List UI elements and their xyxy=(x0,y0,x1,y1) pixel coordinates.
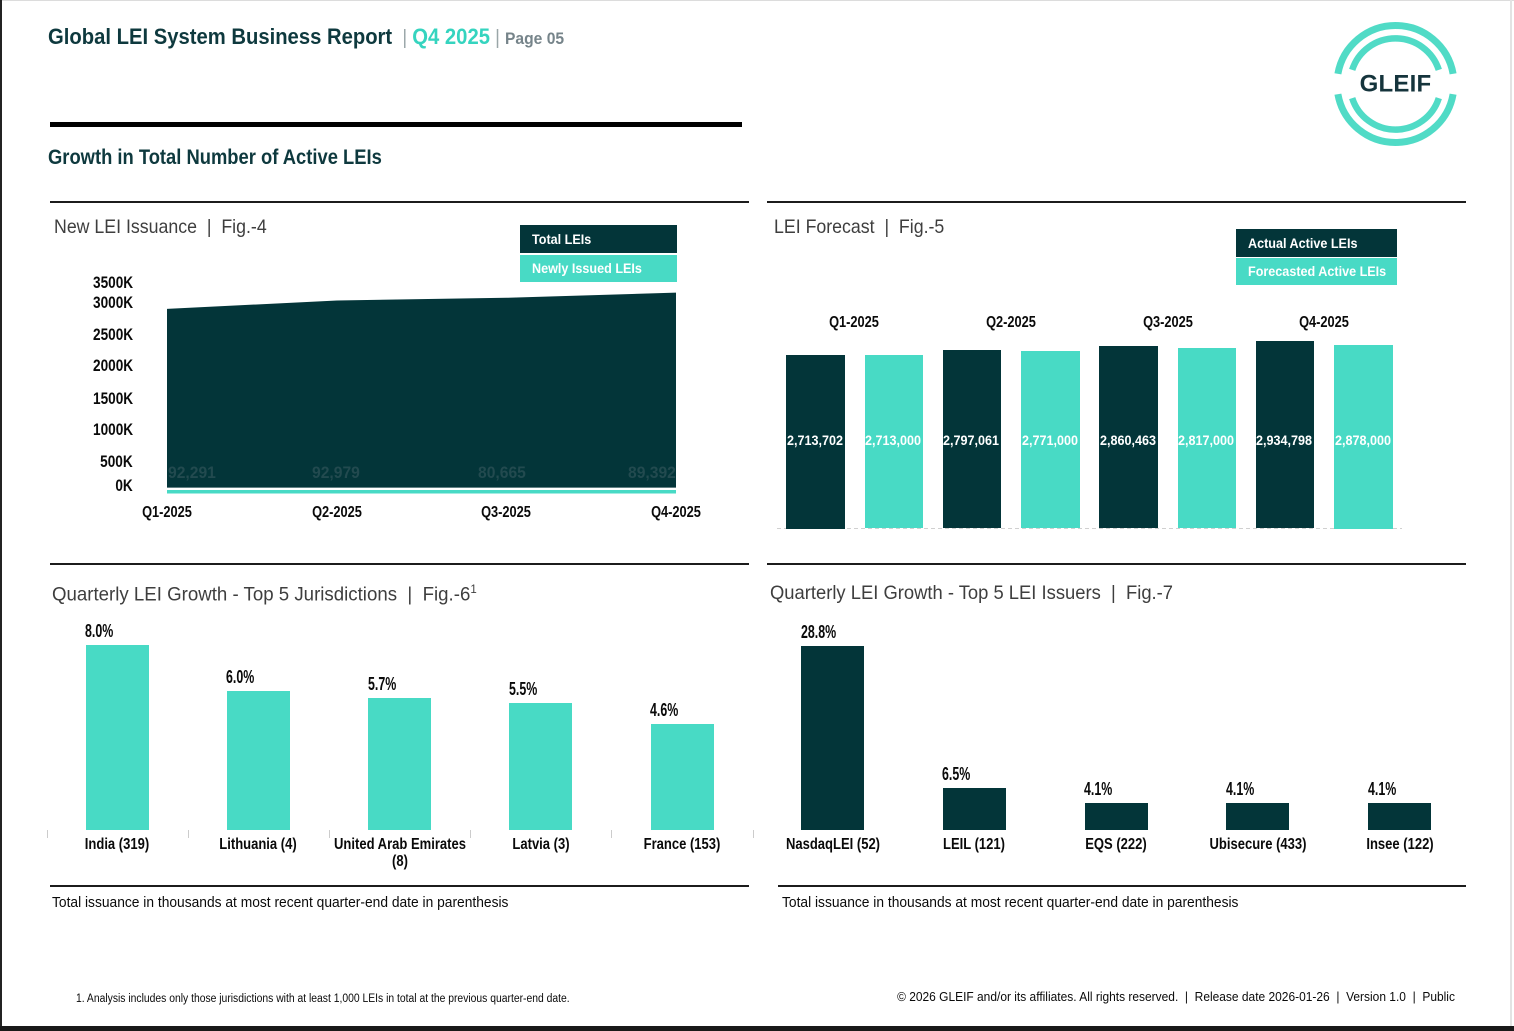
svg-text:GLEIF: GLEIF xyxy=(1360,71,1432,98)
